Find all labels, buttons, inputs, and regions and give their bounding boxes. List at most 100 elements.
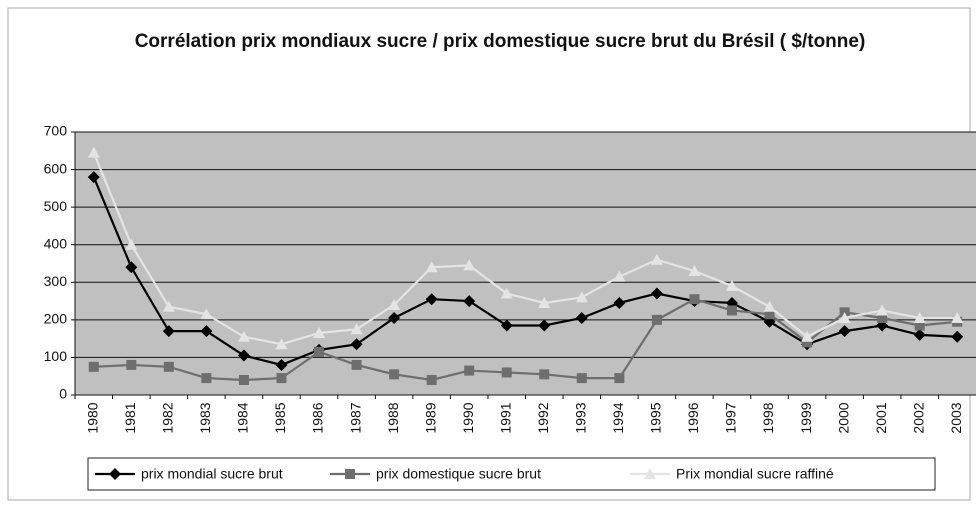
marker bbox=[538, 319, 551, 332]
x-tick-label: 1986 bbox=[310, 402, 326, 433]
marker bbox=[350, 338, 363, 351]
marker bbox=[109, 468, 121, 480]
marker bbox=[500, 287, 513, 299]
x-tick-label: 1982 bbox=[160, 402, 176, 433]
legend-label: Prix mondial sucre raffiné bbox=[676, 466, 834, 482]
x-tick-label: 1996 bbox=[685, 402, 701, 433]
y-tick-label: 200 bbox=[44, 311, 68, 327]
x-tick-label: 2002 bbox=[910, 402, 926, 433]
marker bbox=[345, 469, 355, 479]
marker bbox=[313, 327, 326, 339]
marker bbox=[538, 296, 551, 308]
marker bbox=[351, 359, 362, 370]
x-tick-label: 1980 bbox=[84, 402, 100, 433]
marker bbox=[763, 300, 776, 312]
marker bbox=[725, 280, 738, 292]
marker bbox=[613, 270, 626, 282]
x-tick-label: 1997 bbox=[723, 402, 739, 433]
marker bbox=[463, 295, 476, 308]
marker bbox=[425, 261, 438, 273]
marker bbox=[314, 346, 325, 357]
x-tick-label: 1995 bbox=[648, 402, 664, 433]
marker bbox=[838, 325, 851, 338]
x-tick-label: 1994 bbox=[610, 402, 626, 433]
x-tick-label: 1993 bbox=[573, 402, 589, 433]
y-tick-label: 300 bbox=[44, 273, 68, 289]
marker bbox=[350, 323, 363, 335]
series-line bbox=[92, 176, 958, 367]
marker bbox=[126, 359, 137, 370]
x-tick-label: 1985 bbox=[272, 402, 288, 433]
marker bbox=[913, 311, 926, 323]
chart-title: Corrélation prix mondiaux sucre / prix d… bbox=[134, 31, 866, 52]
marker bbox=[162, 325, 175, 338]
marker bbox=[501, 367, 512, 378]
marker bbox=[576, 373, 587, 384]
x-tick-label: 1987 bbox=[347, 402, 363, 433]
marker bbox=[87, 146, 100, 158]
marker bbox=[877, 312, 888, 323]
marker bbox=[200, 325, 213, 338]
y-tick-label: 100 bbox=[44, 348, 68, 364]
marker bbox=[275, 338, 288, 350]
y-tick-label: 400 bbox=[44, 235, 68, 251]
marker bbox=[125, 238, 138, 250]
marker bbox=[200, 308, 213, 320]
x-tick-label: 1988 bbox=[385, 402, 401, 433]
marker bbox=[500, 319, 513, 332]
marker bbox=[802, 337, 813, 348]
x-tick-label: 1981 bbox=[122, 402, 138, 433]
marker bbox=[838, 311, 851, 323]
y-tick-label: 600 bbox=[44, 160, 68, 176]
legend bbox=[87, 457, 936, 491]
marker bbox=[238, 374, 249, 385]
marker bbox=[951, 330, 964, 343]
x-tick-label: 1983 bbox=[197, 402, 213, 433]
legend-label: prix domestique sucre brut bbox=[376, 466, 541, 482]
marker bbox=[388, 311, 401, 324]
marker bbox=[276, 373, 287, 384]
marker bbox=[88, 361, 99, 372]
marker bbox=[425, 293, 438, 306]
marker bbox=[914, 320, 925, 331]
marker bbox=[388, 298, 401, 310]
x-tick-label: 1990 bbox=[460, 402, 476, 433]
marker bbox=[163, 361, 174, 372]
marker bbox=[688, 265, 701, 277]
marker bbox=[689, 294, 700, 305]
series-line bbox=[92, 152, 958, 346]
marker bbox=[463, 259, 476, 271]
y-tick-label: 0 bbox=[59, 386, 67, 402]
x-tick-label: 1992 bbox=[535, 402, 551, 433]
marker bbox=[162, 300, 175, 312]
marker bbox=[801, 330, 814, 342]
marker bbox=[464, 365, 475, 376]
marker bbox=[764, 309, 775, 320]
marker bbox=[651, 314, 662, 325]
marker bbox=[644, 468, 656, 479]
legend-label: prix mondial sucre brut bbox=[141, 466, 283, 482]
y-tick-label: 500 bbox=[44, 198, 68, 214]
x-tick-label: 2000 bbox=[835, 402, 851, 433]
marker bbox=[426, 374, 437, 385]
x-tick-label: 2003 bbox=[948, 402, 964, 433]
x-tick-label: 1991 bbox=[497, 402, 513, 433]
marker bbox=[275, 358, 288, 371]
x-tick-label: 1999 bbox=[798, 402, 814, 433]
marker bbox=[913, 328, 926, 341]
marker bbox=[614, 373, 625, 384]
y-tick-label: 700 bbox=[44, 123, 68, 139]
marker bbox=[613, 296, 626, 309]
marker bbox=[125, 261, 138, 274]
marker bbox=[201, 373, 212, 384]
marker bbox=[650, 253, 663, 265]
marker bbox=[876, 304, 889, 316]
marker bbox=[650, 287, 663, 300]
x-tick-label: 1989 bbox=[422, 402, 438, 433]
marker bbox=[237, 349, 250, 362]
x-tick-label: 2001 bbox=[873, 402, 889, 433]
marker bbox=[237, 330, 250, 342]
plot-area bbox=[75, 132, 976, 395]
